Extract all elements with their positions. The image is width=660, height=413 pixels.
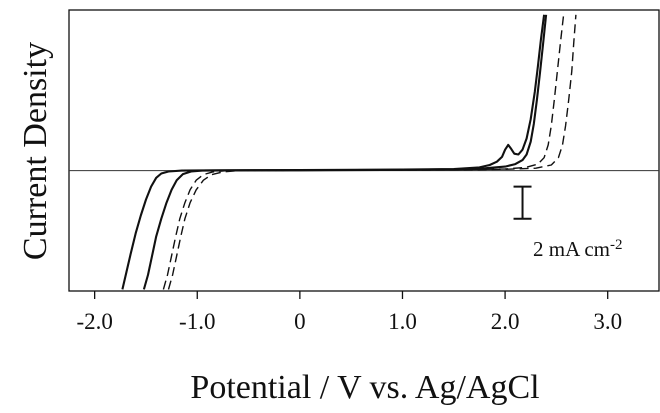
series-layer <box>121 14 577 290</box>
scale-bar-label-main: 2 mA cm <box>533 237 610 261</box>
series-line-dashed <box>167 14 577 290</box>
x-tick-label: -2.0 <box>76 309 112 334</box>
scale-bar-label-sup: -2 <box>610 237 623 253</box>
labels-layer: Potential / V vs. Ag/AgCl Current Densit… <box>17 42 623 406</box>
x-axis-title: Potential / V vs. Ag/AgCl <box>190 369 539 406</box>
plot-frame <box>68 9 660 292</box>
series-line-solid <box>121 14 546 290</box>
x-tick-label: 3.0 <box>593 309 622 334</box>
series-line-solid <box>142 14 548 290</box>
y-axis-title: Current Density <box>17 42 54 260</box>
x-tick-label: 0 <box>294 309 306 334</box>
axes-layer: -2.0 -1.0 0 1.0 2.0 3.0 <box>76 185 622 334</box>
x-tick-label: 1.0 <box>388 309 417 334</box>
x-tick-label: -1.0 <box>179 309 215 334</box>
series-line-dashed <box>162 14 565 290</box>
x-tick-label: 2.0 <box>491 309 520 334</box>
scale-bar-label: 2 mA cm-2 <box>533 237 623 261</box>
